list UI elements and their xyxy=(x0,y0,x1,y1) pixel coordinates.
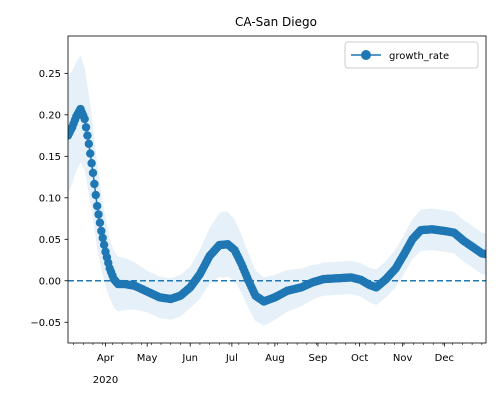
data-point xyxy=(83,131,92,140)
x-tick-label: Jul xyxy=(225,353,238,364)
y-tick-label: 0.05 xyxy=(39,235,61,246)
y-tick-label: −0.05 xyxy=(30,318,61,329)
data-point xyxy=(98,233,107,243)
y-tick-label: 0.25 xyxy=(39,69,61,80)
data-point xyxy=(97,226,106,236)
plot-area xyxy=(68,55,486,326)
y-tick-label: 0.20 xyxy=(39,110,61,121)
legend: growth_rate xyxy=(344,41,479,69)
x-tick-label: Sep xyxy=(309,353,328,364)
data-point xyxy=(91,190,100,200)
data-point xyxy=(94,210,103,219)
data-point xyxy=(99,240,109,250)
y-tick-label: 0.00 xyxy=(39,276,61,287)
data-point xyxy=(87,159,96,168)
axes: −0.05 0.00 0.05 0.10 0.15 0.20 0.25 Apr May Jun Ju… xyxy=(30,35,487,386)
data-point xyxy=(481,250,486,259)
data-point xyxy=(88,168,98,178)
plot-content xyxy=(68,55,486,326)
y-tick-label: 0.10 xyxy=(39,193,61,204)
data-point xyxy=(86,149,95,158)
legend-label-growth-rate: growth_rate xyxy=(389,51,449,62)
legend-marker-swatch xyxy=(361,50,371,60)
x-tick-label: May xyxy=(137,353,158,364)
x-tick-label: Apr xyxy=(97,353,115,364)
y-tick-label: 0.15 xyxy=(39,152,61,163)
confidence-band xyxy=(68,55,486,326)
chart-title: CA-San Diego xyxy=(235,15,317,29)
data-point xyxy=(92,201,102,211)
data-point xyxy=(84,139,94,149)
x-tick-label: Dec xyxy=(435,353,454,364)
legend-box xyxy=(344,41,479,69)
data-point xyxy=(80,114,89,124)
series-markers-growth-rate xyxy=(68,104,486,306)
x-tick-label: Aug xyxy=(265,353,285,364)
data-point xyxy=(95,218,105,227)
data-point xyxy=(90,179,99,189)
x-year-label: 2020 xyxy=(93,375,118,386)
x-tick-label: Oct xyxy=(351,353,368,364)
x-tick-label: Nov xyxy=(393,353,413,364)
data-point xyxy=(81,123,91,132)
x-tick-label: Jun xyxy=(181,353,198,364)
axes-frame xyxy=(67,35,487,344)
